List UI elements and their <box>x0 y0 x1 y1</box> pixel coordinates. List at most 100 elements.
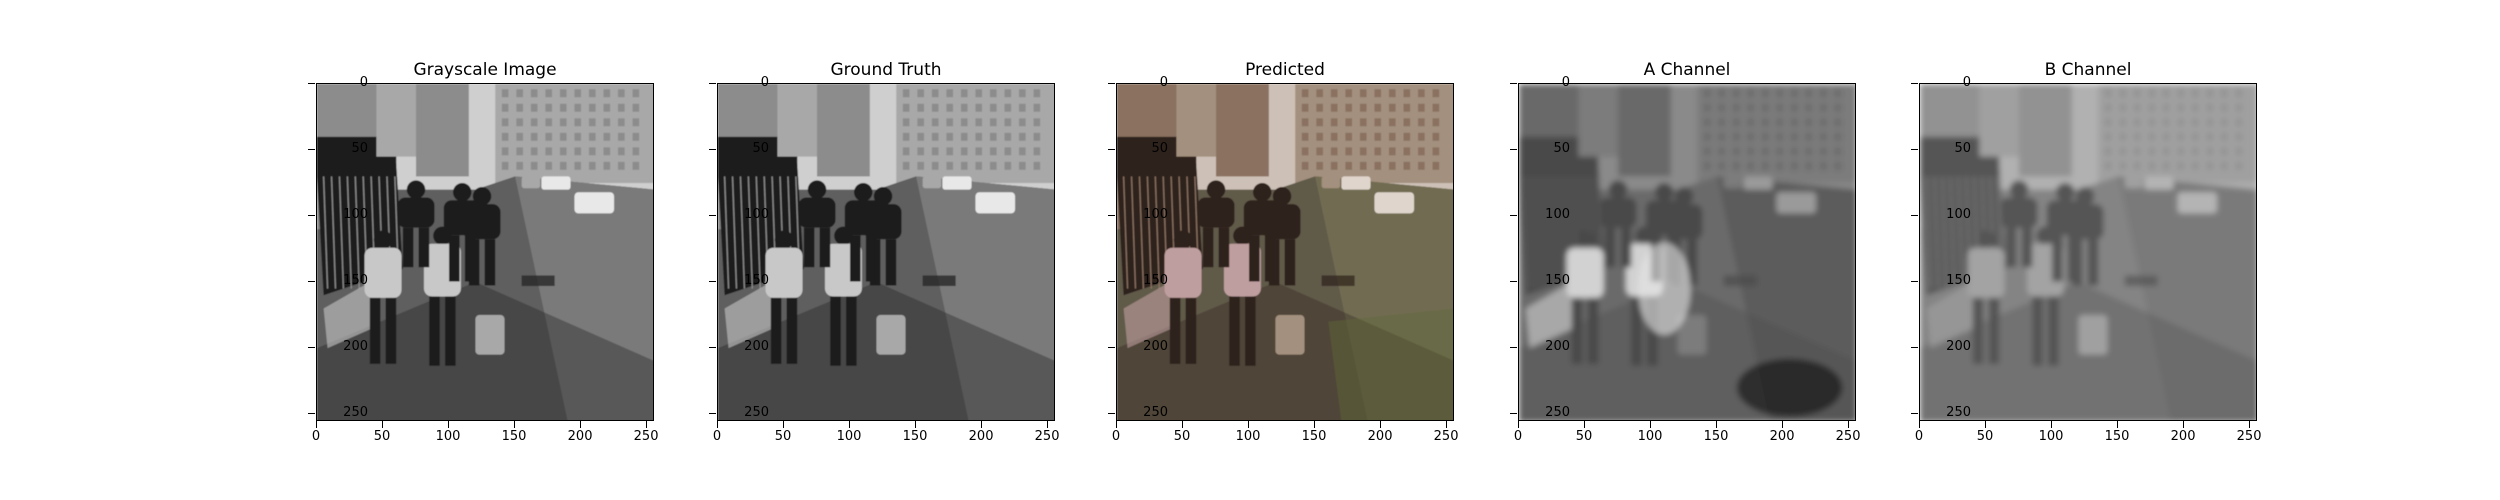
x-tick-label: 200 <box>1769 429 1795 444</box>
y-tick-label: 0 <box>359 75 368 90</box>
y-tick-mark <box>1911 83 1918 84</box>
x-tick-mark <box>1518 421 1519 428</box>
y-tick-label: 150 <box>343 273 368 289</box>
y-tick-mark <box>1108 347 1115 349</box>
x-tick-mark <box>646 421 648 428</box>
y-tick-label: 250 <box>1545 405 1570 421</box>
subplot-panel: Predicted 0 50 100 150 200 250 0 50 100 150 200 250 <box>1108 0 1516 500</box>
x-tick-mark <box>1047 421 1049 428</box>
y-tick-mark <box>1108 83 1115 84</box>
y-tick-mark <box>1911 413 1918 415</box>
x-tick-mark <box>1716 421 1718 428</box>
y-tick-label: 150 <box>744 273 769 289</box>
x-tick-mark <box>382 421 384 428</box>
x-tick-mark <box>1380 421 1382 428</box>
x-tick-label: 100 <box>836 429 862 444</box>
y-tick-label: 200 <box>1946 339 1971 355</box>
x-tick-label: 250 <box>633 429 659 444</box>
y-tick-label: 250 <box>343 405 368 421</box>
x-tick-label: 200 <box>1367 429 1393 444</box>
x-tick-label: 50 <box>373 429 391 444</box>
y-tick-mark <box>308 149 315 151</box>
y-tick-mark <box>1510 83 1517 84</box>
x-tick-mark <box>316 421 317 428</box>
y-tick-label: 0 <box>1561 75 1570 90</box>
y-tick-mark <box>1510 149 1517 151</box>
x-tick-label: 50 <box>774 429 792 444</box>
image-axes <box>1518 83 1856 421</box>
y-tick-label: 150 <box>1946 273 1971 289</box>
x-tick-label: 150 <box>1703 429 1729 444</box>
y-tick-mark <box>1108 413 1115 415</box>
panel-title: B Channel <box>2044 60 2132 80</box>
y-tick-mark <box>1108 149 1115 151</box>
x-tick-label: 100 <box>1235 429 1261 444</box>
x-tick-mark <box>2117 421 2119 428</box>
x-tick-label: 150 <box>1301 429 1327 444</box>
y-tick-mark <box>1911 281 1918 283</box>
image-axes <box>316 83 654 421</box>
y-tick-label: 250 <box>744 405 769 421</box>
y-tick-mark <box>1911 149 1918 151</box>
panel-title: Ground Truth <box>830 60 942 80</box>
panel-title: Predicted <box>1245 60 1325 80</box>
y-tick-mark <box>1911 347 1918 349</box>
y-tick-mark <box>709 347 716 349</box>
x-tick-mark <box>1848 421 1850 428</box>
x-tick-label: 250 <box>2236 429 2262 444</box>
y-tick-label: 50 <box>1954 141 1971 157</box>
y-tick-mark <box>709 215 716 217</box>
y-tick-label: 50 <box>1553 141 1570 157</box>
y-tick-mark <box>709 83 716 84</box>
x-tick-mark <box>849 421 851 428</box>
x-tick-label: 50 <box>1173 429 1191 444</box>
x-tick-label: 150 <box>2104 429 2130 444</box>
panel-title: A Channel <box>1643 60 1731 80</box>
y-tick-label: 100 <box>1545 207 1570 223</box>
x-tick-mark <box>1584 421 1586 428</box>
y-tick-mark <box>1510 215 1517 217</box>
image-content <box>1920 84 2256 420</box>
y-tick-label: 50 <box>1151 141 1168 157</box>
x-tick-mark <box>1314 421 1316 428</box>
subplot-panel: A Channel 0 50 100 150 200 250 0 50 100 150 200 250 <box>1510 0 1918 500</box>
y-tick-label: 200 <box>744 339 769 355</box>
y-tick-label: 100 <box>1143 207 1168 223</box>
y-tick-mark <box>1108 215 1115 217</box>
x-tick-mark <box>1248 421 1250 428</box>
x-tick-mark <box>2249 421 2251 428</box>
x-tick-label: 200 <box>2170 429 2196 444</box>
y-tick-mark <box>709 413 716 415</box>
x-tick-mark <box>1650 421 1652 428</box>
x-tick-label: 250 <box>1433 429 1459 444</box>
x-tick-label: 0 <box>1111 429 1121 444</box>
image-content <box>317 84 653 420</box>
y-tick-label: 50 <box>351 141 368 157</box>
y-tick-label: 200 <box>1143 339 1168 355</box>
x-tick-label: 0 <box>1513 429 1523 444</box>
y-tick-mark <box>1108 281 1115 283</box>
y-tick-label: 250 <box>1143 405 1168 421</box>
subplot-panel: B Channel 0 50 100 150 200 250 0 50 100 150 200 250 <box>1911 0 2319 500</box>
y-tick-mark <box>709 281 716 283</box>
y-tick-label: 100 <box>343 207 368 223</box>
x-tick-label: 0 <box>311 429 321 444</box>
y-tick-mark <box>308 83 315 84</box>
x-tick-mark <box>580 421 582 428</box>
x-tick-mark <box>1446 421 1448 428</box>
y-tick-label: 150 <box>1143 273 1168 289</box>
y-tick-label: 0 <box>1159 75 1168 90</box>
x-tick-label: 200 <box>567 429 593 444</box>
y-tick-mark <box>308 413 315 415</box>
y-tick-label: 150 <box>1545 273 1570 289</box>
subplot-panel: Grayscale Image 0 50 100 150 200 250 0 50 100 150 2… <box>308 0 716 500</box>
x-tick-label: 150 <box>902 429 928 444</box>
y-tick-mark <box>308 281 315 283</box>
y-tick-mark <box>1911 215 1918 217</box>
image-content <box>1519 84 1855 420</box>
x-tick-mark <box>1782 421 1784 428</box>
x-tick-label: 150 <box>501 429 527 444</box>
x-tick-mark <box>717 421 718 428</box>
image-axes <box>1919 83 2257 421</box>
x-tick-mark <box>915 421 917 428</box>
